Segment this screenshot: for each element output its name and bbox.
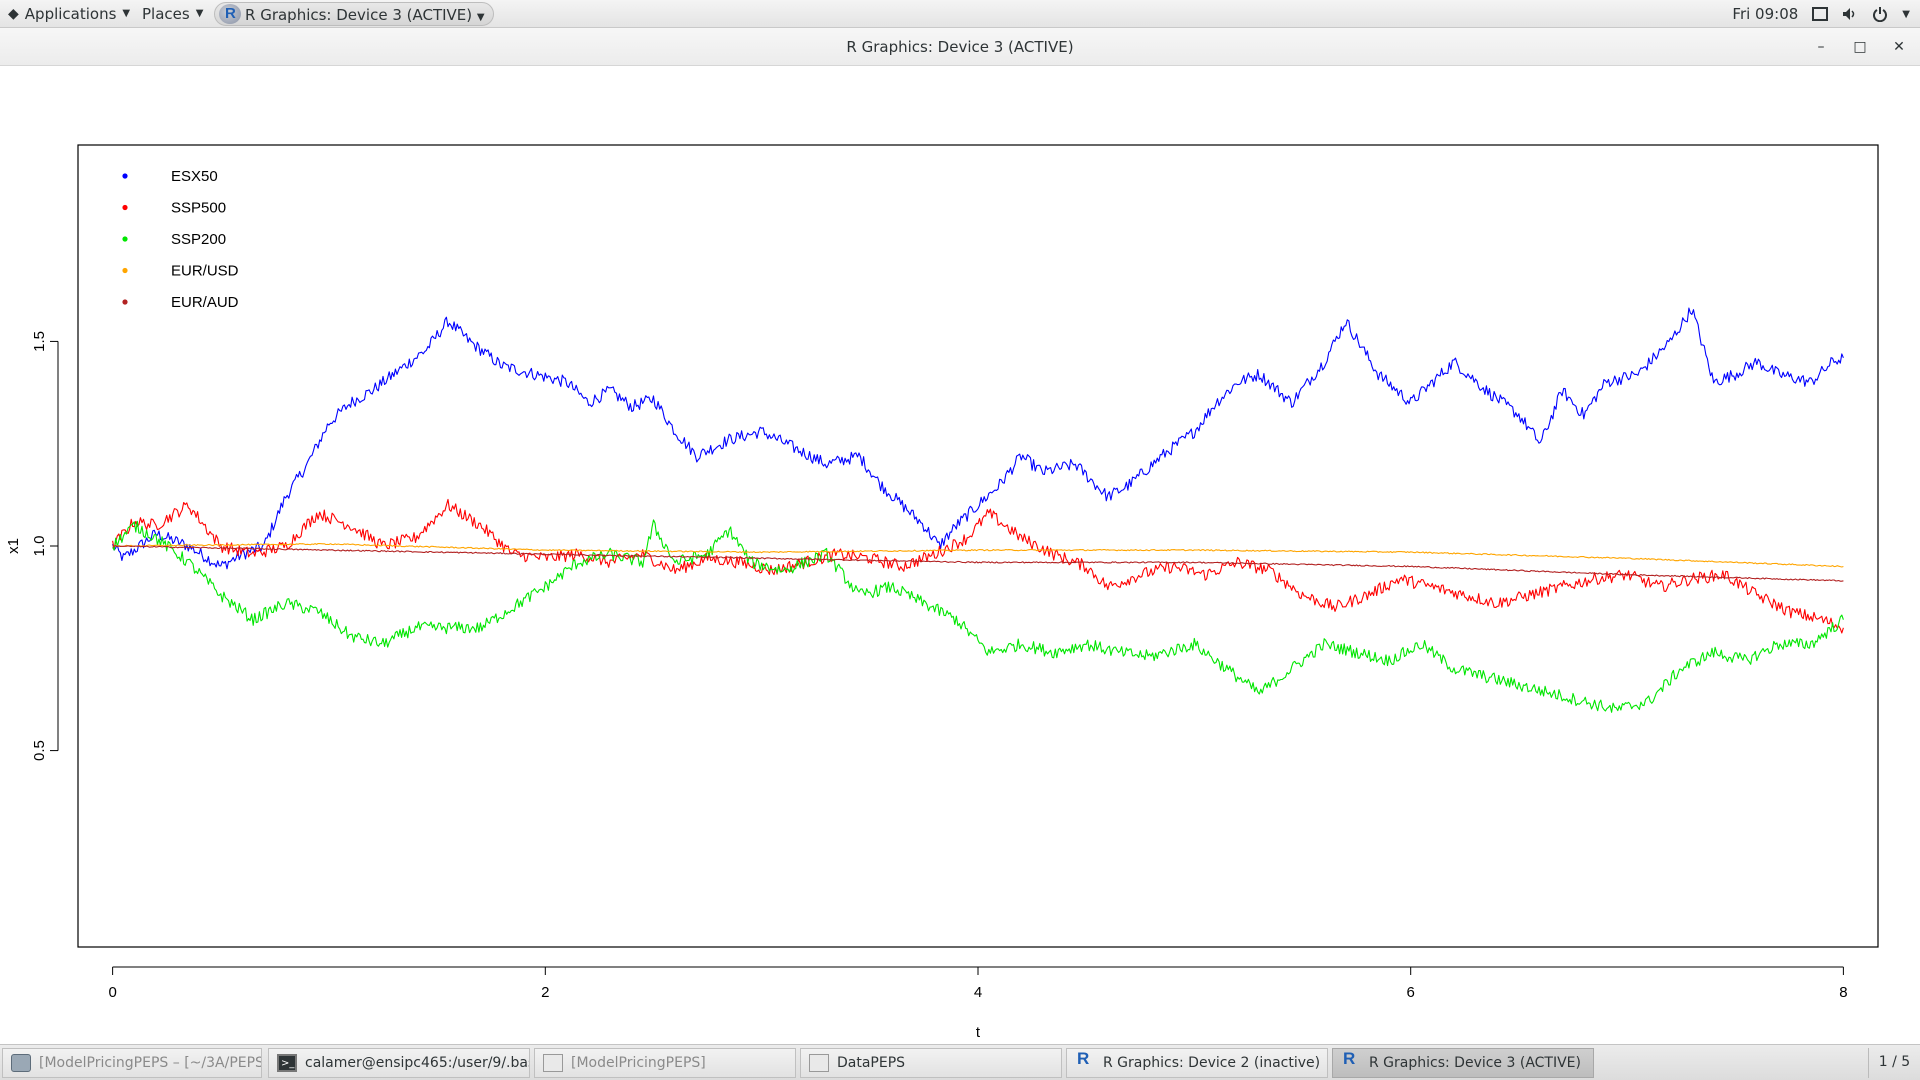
series-line-ssp200	[112, 519, 1844, 713]
chevron-down-icon: ▼	[122, 8, 131, 19]
window-list-icon[interactable]	[1812, 6, 1829, 22]
terminal-icon	[277, 1050, 297, 1077]
line-chart: 0 2 4 6 8 0.5 1.0 1.5 t x1 ESX50 SSP500 SSP200 EUR/US…	[5, 144, 1879, 1041]
document-icon	[543, 1054, 563, 1072]
legend-label: ESX50	[171, 168, 218, 185]
task-label: DataPEPS	[837, 1055, 906, 1071]
chevron-down-icon: ▼	[195, 8, 204, 19]
legend-marker	[122, 236, 128, 242]
legend-label: EUR/AUD	[171, 294, 239, 311]
r-logo-icon	[1341, 1049, 1361, 1072]
legend-marker	[122, 267, 128, 274]
y-axis-label: x1	[5, 538, 22, 554]
legend-marker	[122, 173, 128, 179]
y-tick-label: 0.5	[31, 740, 48, 761]
task-label: [ModelPricingPEPS – [~/3A/PEPS/...	[39, 1055, 262, 1071]
x-tick-label: 0	[108, 984, 116, 1001]
legend-label: EUR/USD	[171, 263, 239, 280]
task-label: calamer@ensipc465:/user/9/.base...	[305, 1055, 529, 1071]
r-logo-icon	[219, 4, 241, 24]
task-modelpricing[interactable]: [ModelPricingPEPS]	[534, 1048, 796, 1078]
series-line-eur-aud	[112, 545, 1844, 582]
applications-menu[interactable]: ◆ Applications ▼	[8, 0, 130, 28]
taskbar: [ModelPricingPEPS – [~/3A/PEPS/... calam…	[0, 1044, 1920, 1080]
plot-frame	[77, 144, 1879, 948]
places-label: Places	[142, 5, 190, 23]
x-tick-label: 4	[974, 984, 982, 1001]
task-r-device-3[interactable]: R Graphics: Device 3 (ACTIVE)	[1332, 1048, 1594, 1078]
active-app-label: R Graphics: Device 3 (ACTIVE)	[245, 6, 473, 24]
x-tick-label: 8	[1839, 984, 1847, 1001]
y-tick-label: 1.5	[31, 331, 48, 352]
task-label: R Graphics: Device 2 (inactive)	[1103, 1055, 1321, 1071]
task-datapeps[interactable]: DataPEPS	[800, 1048, 1062, 1078]
task-modelpricing-ide[interactable]: [ModelPricingPEPS – [~/3A/PEPS/...	[2, 1048, 262, 1078]
close-button[interactable]: ✕	[1893, 39, 1905, 55]
foot-icon: ◆	[8, 6, 19, 22]
task-terminal[interactable]: calamer@ensipc465:/user/9/.base...	[268, 1048, 530, 1078]
y-tick-label: 1.0	[31, 536, 48, 557]
plot-canvas: 0 2 4 6 8 0.5 1.0 1.5 t x1 ESX50 SSP500 SSP200 EUR/US…	[0, 66, 1920, 1044]
legend-marker	[122, 299, 128, 305]
app-icon	[11, 1054, 31, 1072]
applications-label: Applications	[24, 5, 117, 23]
window-titlebar[interactable]: R Graphics: Device 3 (ACTIVE) – □ ✕	[0, 28, 1920, 66]
window-title: R Graphics: Device 3 (ACTIVE)	[846, 38, 1074, 56]
legend-label: SSP500	[171, 200, 226, 217]
task-label: [ModelPricingPEPS]	[571, 1055, 706, 1071]
power-icon[interactable]	[1872, 6, 1888, 23]
x-axis-label: t	[976, 1024, 981, 1041]
legend-label: SSP200	[171, 231, 226, 248]
clock[interactable]: Fri 09:08	[1732, 5, 1799, 23]
r-logo-icon	[1075, 1049, 1095, 1072]
x-tick-label: 2	[541, 984, 549, 1001]
minimize-button[interactable]: –	[1817, 39, 1825, 55]
chevron-down-icon[interactable]: ▼	[1902, 8, 1910, 20]
places-menu[interactable]: Places ▼	[142, 0, 203, 28]
legend-marker	[122, 204, 128, 211]
active-app-menu[interactable]: R Graphics: Device 3 (ACTIVE) ▼	[214, 2, 494, 26]
task-label: R Graphics: Device 3 (ACTIVE)	[1369, 1055, 1581, 1071]
workspace-switcher[interactable]: 1 / 5	[1868, 1048, 1920, 1078]
series-line-eur-usd	[112, 542, 1844, 568]
chevron-down-icon: ▼	[476, 12, 485, 23]
top-panel: ◆ Applications ▼ Places ▼ R Graphics: De…	[0, 0, 1920, 28]
maximize-button[interactable]: □	[1853, 39, 1867, 55]
system-tray: Fri 09:08 ▼	[1732, 0, 1910, 28]
document-icon	[809, 1054, 829, 1072]
task-r-device-2[interactable]: R Graphics: Device 2 (inactive)	[1066, 1048, 1328, 1078]
volume-icon[interactable]	[1842, 6, 1858, 22]
x-tick-label: 6	[1407, 984, 1415, 1001]
series-line-ssp500	[112, 498, 1844, 634]
series-line-esx50	[112, 307, 1844, 570]
